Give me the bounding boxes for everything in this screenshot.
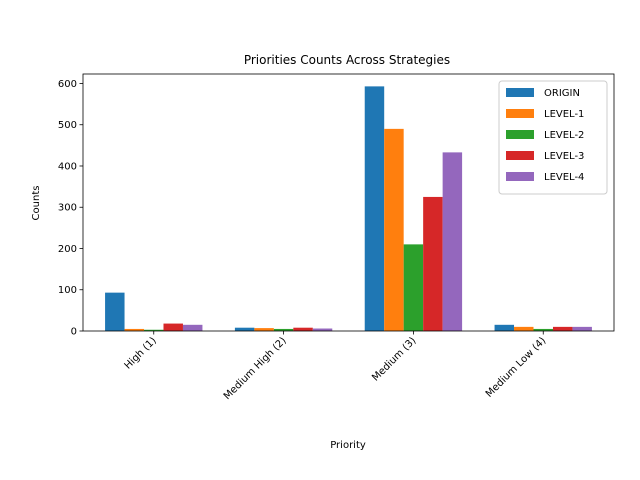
y-tick-label: 0 xyxy=(71,327,77,338)
y-axis-label: Counts xyxy=(31,186,42,221)
bar-level-3-3 xyxy=(552,326,573,331)
bar-level-2-3 xyxy=(533,328,553,331)
bar-level-1-0 xyxy=(124,328,145,331)
legend: ORIGIN LEVEL-1 LEVEL-2 LEVEL-3 LEVEL-4 xyxy=(498,80,608,195)
legend-label-level-4: LEVEL-4 xyxy=(544,172,584,183)
x-axis-label: Priority xyxy=(330,440,366,451)
legend-swatch-level-3 xyxy=(506,151,534,160)
bar-level-3-2 xyxy=(423,196,443,331)
bar-level-1-2 xyxy=(384,128,404,331)
y-tick-label: 600 xyxy=(58,79,77,90)
bar-level-4-3 xyxy=(572,326,592,331)
plot-frame xyxy=(82,73,615,332)
legend-swatch-level-4 xyxy=(506,172,534,181)
y-tick-label: 100 xyxy=(58,285,77,296)
bar-level-4-1 xyxy=(312,328,333,331)
legend-swatch-origin xyxy=(506,88,534,97)
bar-level-3-1 xyxy=(293,327,313,331)
legend-label-level-3: LEVEL-3 xyxy=(544,151,584,162)
chart-title: Priorities Counts Across Strategies xyxy=(244,53,450,67)
bar-level-1-3 xyxy=(514,326,534,331)
bar-level-4-2 xyxy=(442,152,463,331)
legend-swatch-level-2 xyxy=(506,130,534,139)
y-tick-label: 500 xyxy=(58,120,77,131)
legend-label-level-1: LEVEL-1 xyxy=(544,109,584,120)
bar-level-3-0 xyxy=(163,323,183,331)
bar-origin-2 xyxy=(364,86,385,331)
y-tick-label: 400 xyxy=(58,161,77,172)
y-axis-ticks: 0 100 200 300 400 500 600 xyxy=(58,79,83,338)
legend-label-level-2: LEVEL-2 xyxy=(544,130,584,141)
y-tick-label: 200 xyxy=(58,244,77,255)
bar-level-4-0 xyxy=(182,324,203,331)
bar-origin-1 xyxy=(234,327,255,331)
legend-swatch-level-1 xyxy=(506,109,534,118)
y-tick-label: 300 xyxy=(58,203,77,214)
bars-group xyxy=(105,86,592,331)
bar-origin-0 xyxy=(105,292,125,331)
bar-level-1-1 xyxy=(254,328,274,331)
bar-level-2-2 xyxy=(403,244,424,331)
legend-label-origin: ORIGIN xyxy=(544,88,580,99)
bar-level-2-0 xyxy=(144,329,164,331)
bar-origin-3 xyxy=(494,324,515,331)
bar-level-2-1 xyxy=(273,328,294,331)
